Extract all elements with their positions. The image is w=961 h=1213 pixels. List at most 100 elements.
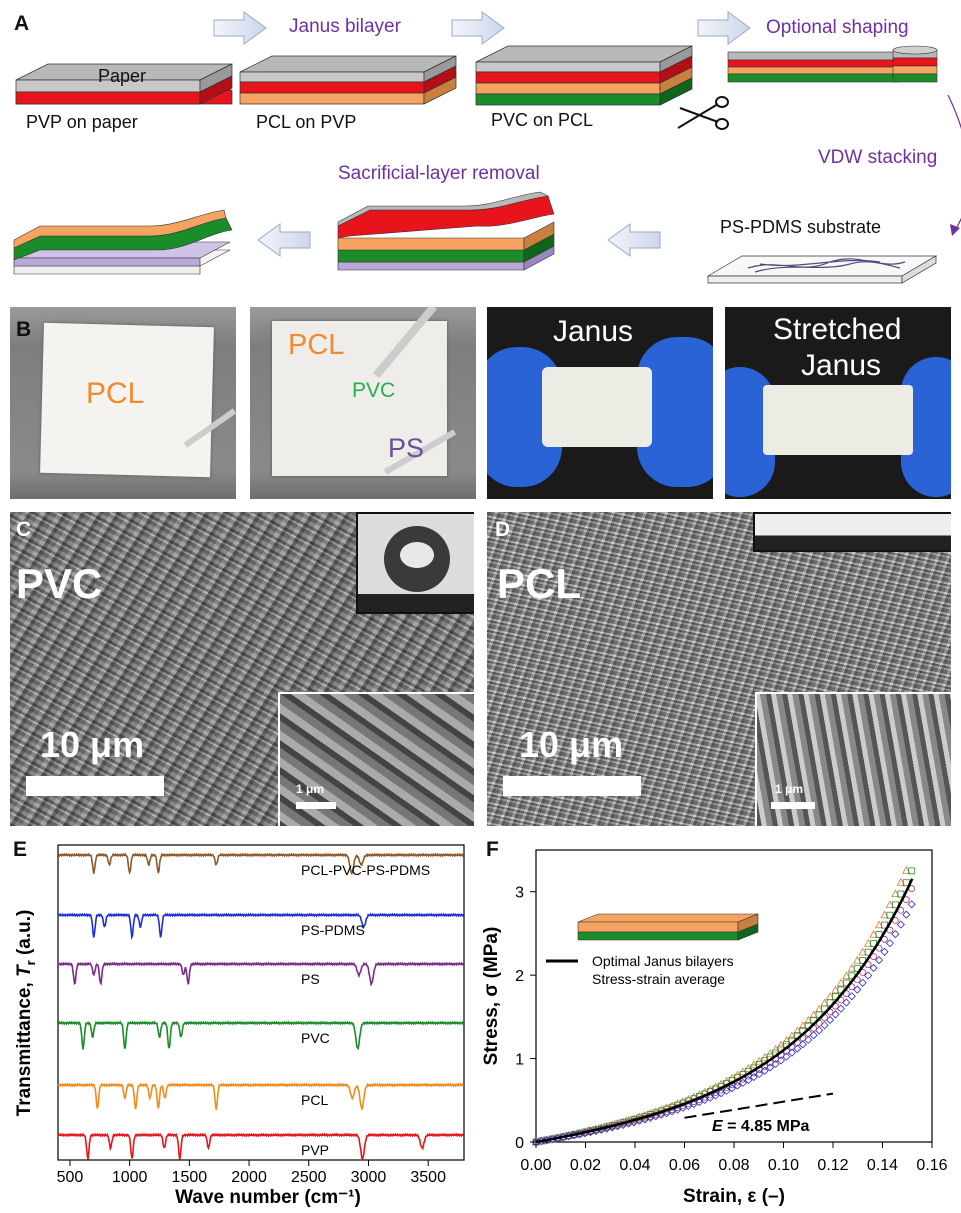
- stress-strain-point: [842, 971, 851, 980]
- ss-xlabel: Strain, ε (–): [683, 1186, 785, 1207]
- ftir-chart: 500 1000 1500 2000 2500 3000 3500 PCL-PVC-PS-P…: [14, 844, 465, 1208]
- ftir-xlabel: Wave number (cm⁻¹): [175, 1187, 361, 1208]
- modulus-label: E = 4.85 MPa: [712, 1118, 809, 1135]
- ss-ytick-label: 2: [515, 968, 524, 985]
- stress-strain-point: [765, 1049, 775, 1057]
- stress-strain-point: [820, 1021, 829, 1030]
- ss-xtick-label: 0.10: [768, 1157, 799, 1174]
- stress-strain-point: [711, 1091, 720, 1100]
- stress-strain-point: [700, 1095, 709, 1104]
- ftir-series-pvc: [57, 1020, 465, 1050]
- stress-strain-point: [847, 992, 856, 1001]
- stress-strain-point: [809, 1031, 818, 1040]
- flow-arrow-3: [697, 11, 751, 45]
- stress-strain-point: [902, 866, 911, 874]
- photo-pcl-sheet: PCL: [10, 307, 236, 499]
- stress-strain-point: [896, 877, 905, 886]
- sem-pvc-scale-label: 10 μm: [40, 724, 145, 765]
- ss-xtick-label: 0.16: [916, 1157, 947, 1174]
- ftir-series-label: PVP: [301, 1142, 329, 1158]
- stress-strain-point: [836, 1004, 845, 1013]
- stress-strain-point: [793, 1044, 802, 1053]
- stress-strain-point: [908, 867, 916, 875]
- sem-pcl-inset-scale: 1 μm: [775, 782, 804, 796]
- flow-arrow-5: [257, 223, 311, 257]
- stress-strain-chart: 0.00 0.02 0.04 0.06 0.08 0.10 0.12 0.14 0.16 0 1 2 3…: [481, 849, 948, 1207]
- photo2-ps-label: PS: [388, 433, 425, 463]
- stress-strain-point: [749, 1072, 758, 1082]
- stress-strain-point: [880, 910, 889, 919]
- slab-pcl-on-pvp: [239, 55, 457, 105]
- photo1-pcl-label: PCL: [86, 377, 145, 410]
- ftir-series-pvp: [57, 1132, 465, 1161]
- stress-strain-point: [804, 1035, 813, 1044]
- stress-strain-point: [825, 1015, 835, 1025]
- stress-strain-point: [853, 955, 862, 964]
- stress-strain-point: [831, 1010, 840, 1019]
- sem-pcl-scale-label: 10 μm: [519, 724, 624, 765]
- stress-strain-point: [896, 920, 905, 929]
- sem-pvc-scale-bar: [26, 776, 164, 796]
- curved-arrow: [947, 94, 961, 231]
- stress-strain-point: [771, 1044, 780, 1053]
- stress-strain-point: [760, 1066, 769, 1075]
- panel-letter-a: A: [14, 12, 30, 35]
- stress-strain-point: [782, 1052, 791, 1061]
- step-optional-shaping: Optional shaping: [766, 17, 909, 38]
- photo-stretched-janus: Stretched Janus: [725, 307, 951, 499]
- ftir-series-ps-pdms: [57, 912, 465, 941]
- sem-pvc-label: PVC: [16, 560, 103, 607]
- stress-strain-frame: [535, 849, 933, 1143]
- sem-pcl-label: PCL: [497, 560, 581, 607]
- stress-strain-point: [787, 1031, 797, 1040]
- panel-letter-b: B: [16, 318, 32, 341]
- ftir-series-label: PVC: [301, 1030, 330, 1046]
- contact-angle-inset-pcl: [753, 512, 951, 552]
- ss-xtick-label: 0.06: [669, 1157, 700, 1174]
- stress-strain-point: [847, 963, 856, 972]
- ftir-series-label: PCL: [301, 1092, 328, 1108]
- ftir-series-pcl: [57, 1082, 465, 1111]
- legend-line2: Stress-strain average: [592, 971, 725, 987]
- sem-pvc-inset-scale: 1 μm: [296, 782, 325, 796]
- stress-strain-point: [880, 947, 889, 956]
- stress-strain-point: [907, 900, 916, 909]
- ss-xtick-label: 0.12: [817, 1157, 848, 1174]
- stress-strain-point: [858, 978, 867, 987]
- ftir-xtick-label: 2500: [291, 1169, 327, 1186]
- photo-peel-pcl: PCL PVC PS: [250, 307, 476, 499]
- ftir-plot-frame: [57, 844, 465, 1161]
- ftir-xtick-label: 1000: [112, 1169, 148, 1186]
- stress-strain-point: [853, 985, 862, 994]
- modulus-dashed-line: [684, 1092, 834, 1119]
- stress-strain-point: [869, 963, 878, 973]
- step-vdw-stacking: VDW stacking: [818, 147, 938, 168]
- slab-final-janus: [13, 209, 233, 275]
- stress-strain-point: [804, 1016, 813, 1024]
- stress-strain-point: [744, 1075, 753, 1085]
- ftir-xtick-label: 3500: [410, 1169, 446, 1186]
- stress-strain-point: [815, 1026, 824, 1035]
- stress-strain-point: [776, 1056, 786, 1065]
- stress-strain-point: [798, 1021, 807, 1030]
- paper-label: Paper: [98, 66, 147, 86]
- legend-line1: Optimal Janus bilayers: [592, 953, 734, 969]
- ftir-series-label: PS-PDMS: [301, 922, 365, 938]
- stress-strain-point: [771, 1059, 780, 1069]
- stress-strain-point: [722, 1086, 731, 1095]
- stress-strain-point: [885, 900, 895, 908]
- slab-pvp-on-paper: [15, 63, 233, 105]
- stress-strain-point: [717, 1089, 726, 1098]
- pvc-on-pcl-label: PVC on PCL: [491, 110, 594, 130]
- stress-strain-point: [863, 938, 873, 947]
- ftir-ylabel: Transmittance, Tr (a.u.): [14, 910, 38, 1117]
- stress-strain-point: [706, 1093, 715, 1102]
- stress-strain-point: [836, 978, 846, 987]
- stress-strain-point: [885, 939, 894, 948]
- ss-xtick-label: 0.04: [619, 1157, 650, 1174]
- stress-strain-point: [738, 1078, 747, 1087]
- ss-xtick-label: 0.00: [520, 1157, 551, 1174]
- stress-strain-point: [760, 1052, 769, 1061]
- contact-angle-inset: [356, 512, 474, 614]
- ftir-xtick-label: 500: [57, 1169, 84, 1186]
